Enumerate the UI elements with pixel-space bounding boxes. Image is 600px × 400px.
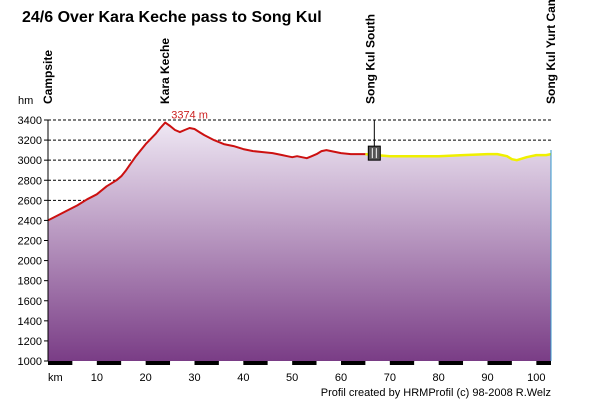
x-scale-segment (96, 361, 122, 365)
x-scale-segment (194, 361, 219, 365)
x-tick-label: 10 (91, 372, 103, 384)
x-scale-segment (389, 361, 415, 365)
x-scale-segment (121, 361, 146, 365)
y-tick-label: 1800 (18, 276, 42, 288)
x-tick-label: 80 (433, 372, 445, 384)
x-scale-segment (463, 361, 488, 365)
x-tick-label: 90 (481, 372, 493, 384)
y-tick-label: 3000 (18, 155, 42, 167)
y-tick-label: 1600 (18, 296, 42, 308)
x-scale-segment (48, 361, 73, 365)
peak-label: 3374 m (171, 110, 208, 122)
waypoint-label: Song Kul Yurt Camp (544, 0, 558, 104)
x-scale-segment (511, 361, 537, 365)
elevation-area (48, 122, 551, 361)
x-scale-segment (267, 361, 293, 365)
y-tick-label: 2600 (18, 195, 42, 207)
x-axis-label: km (48, 372, 63, 384)
y-tick-label: 1400 (18, 316, 42, 328)
y-tick-label: 2800 (18, 175, 42, 187)
x-scale-segment (218, 361, 244, 365)
x-scale-segment (536, 361, 551, 365)
y-tick-label: 2400 (18, 215, 42, 227)
waypoint-label: Campsite (41, 50, 55, 104)
x-tick-label: 30 (188, 372, 200, 384)
x-scale-segment (316, 361, 342, 365)
chart-title: 24/6 Over Kara Keche pass to Song Kul (22, 9, 322, 26)
x-tick-label: 20 (140, 372, 152, 384)
x-tick-label: 70 (384, 372, 396, 384)
x-scale-segment (365, 361, 390, 365)
x-scale-segment (170, 361, 195, 365)
credit-text: Profil created by HRMProfil (c) 98-2008 … (321, 387, 551, 399)
y-tick-label: 1200 (18, 336, 42, 348)
y-tick-label: 2000 (18, 256, 42, 268)
x-scale-segment (72, 361, 97, 365)
x-scale-segment (414, 361, 439, 365)
x-scale-segment (292, 361, 317, 365)
y-tick-label: 2200 (18, 236, 42, 248)
y-tick-label: 3400 (18, 115, 42, 127)
x-scale-segment (145, 361, 171, 365)
waypoint-label: Song Kul South (363, 14, 377, 104)
y-tick-label: 1000 (18, 356, 42, 368)
x-scale-segment (438, 361, 464, 365)
x-scale-segment (243, 361, 268, 365)
series-line-1 (365, 152, 552, 162)
x-tick-label: 40 (237, 372, 249, 384)
series-line-0 (47, 121, 366, 222)
x-tick-label: 50 (286, 372, 298, 384)
x-tick-label: 100 (527, 372, 545, 384)
x-scale-segment (341, 361, 366, 365)
x-scale-segment (487, 361, 512, 365)
waypoint-label: Kara Keche (158, 38, 172, 104)
x-tick-label: 60 (335, 372, 347, 384)
restaurant-icon (367, 145, 381, 161)
y-tick-label: 3200 (18, 135, 42, 147)
y-axis-label: hm (18, 95, 33, 107)
restaurant-icon-box (367, 145, 381, 161)
